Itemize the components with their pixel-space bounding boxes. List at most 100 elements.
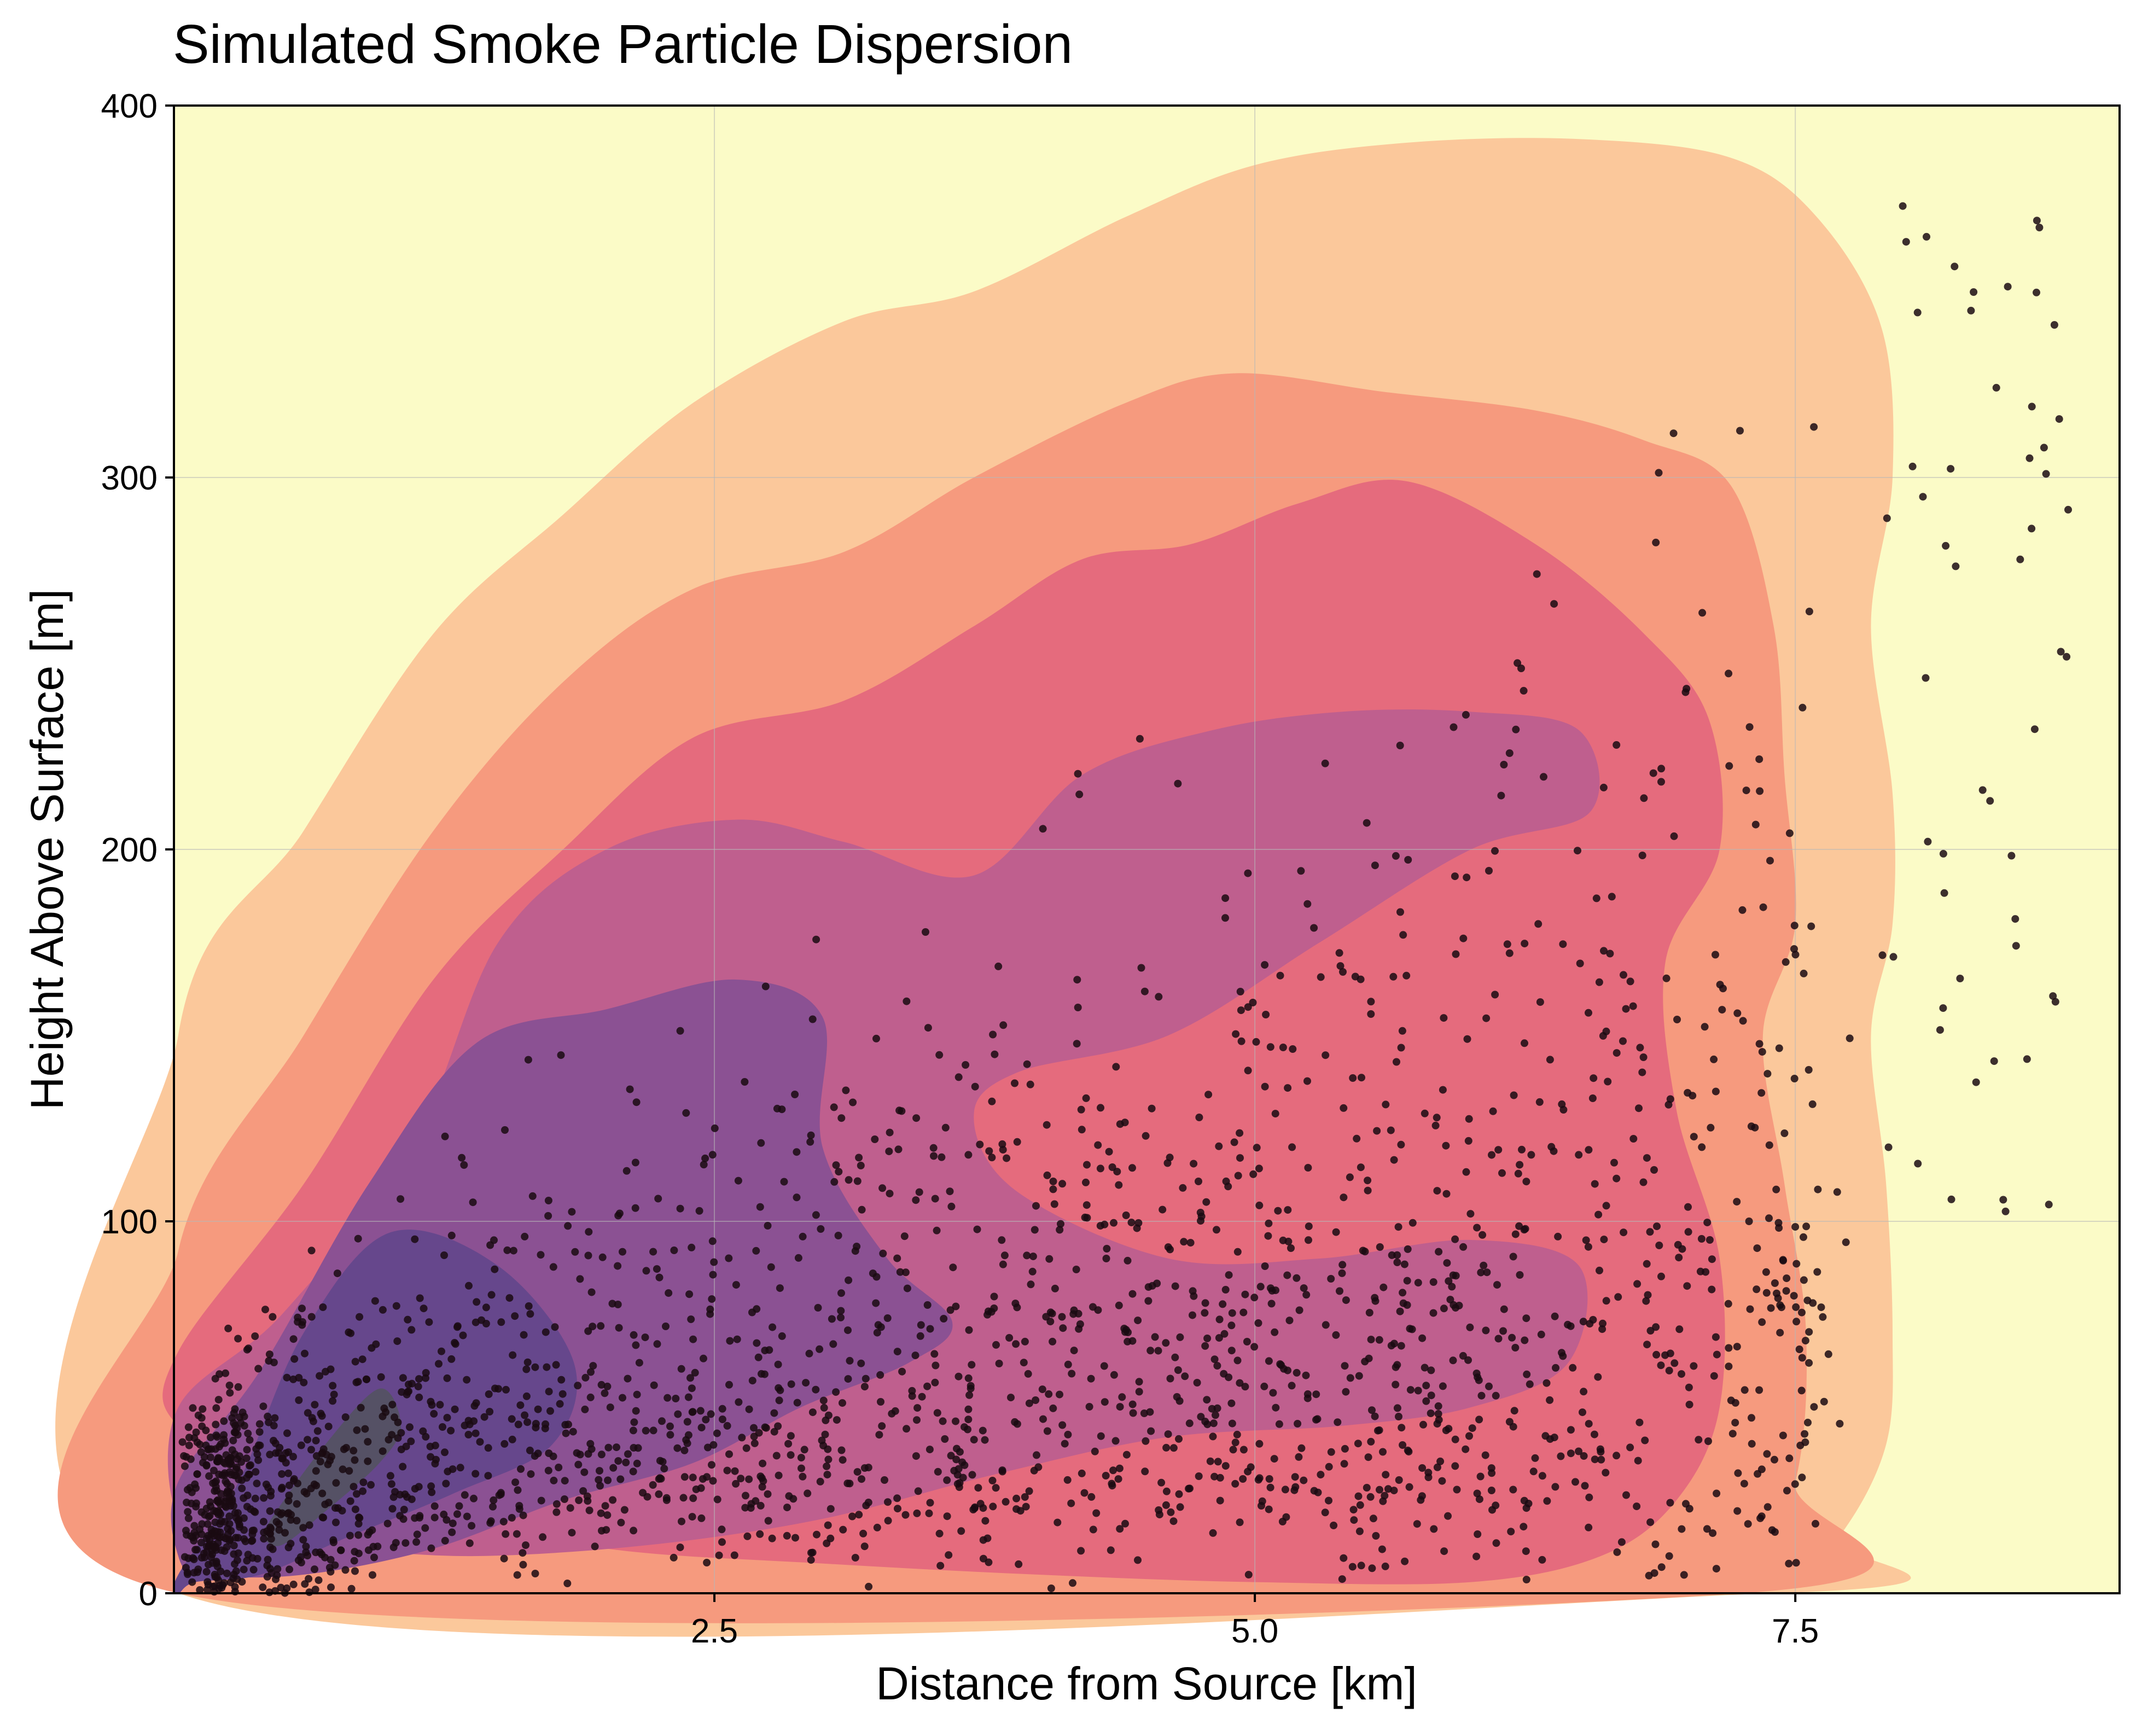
particle-point bbox=[864, 1499, 872, 1506]
particle-point bbox=[1785, 829, 1794, 837]
particle-point bbox=[1155, 1506, 1163, 1514]
particle-point bbox=[1585, 1523, 1593, 1531]
particle-point bbox=[938, 1153, 946, 1161]
particle-point bbox=[266, 1492, 275, 1500]
particle-point bbox=[1399, 1441, 1407, 1449]
particle-point bbox=[431, 1441, 439, 1449]
particle-point bbox=[723, 1422, 731, 1430]
particle-point bbox=[1546, 1056, 1554, 1064]
particle-point bbox=[935, 1051, 944, 1059]
particle-point bbox=[1575, 1151, 1583, 1159]
particle-point bbox=[1115, 1181, 1123, 1189]
particle-point bbox=[585, 1506, 593, 1514]
particle-point bbox=[1140, 1409, 1148, 1417]
particle-point bbox=[318, 1551, 326, 1558]
particle-point bbox=[630, 1527, 638, 1535]
particle-point bbox=[1351, 972, 1359, 981]
x-tick-label: 2.5 bbox=[691, 1612, 738, 1650]
particle-point bbox=[1725, 1362, 1733, 1371]
particle-point bbox=[1341, 1444, 1349, 1453]
particle-point bbox=[465, 1281, 473, 1290]
particle-point bbox=[660, 1465, 668, 1473]
particle-point bbox=[872, 1299, 880, 1307]
particle-point bbox=[316, 1458, 324, 1466]
particle-point bbox=[1171, 1353, 1179, 1361]
particle-point bbox=[819, 1396, 828, 1405]
particle-point bbox=[873, 1523, 881, 1531]
particle-point bbox=[1175, 1490, 1183, 1498]
particle-point bbox=[1521, 940, 1529, 948]
particle-point bbox=[1354, 1492, 1363, 1500]
particle-point bbox=[511, 1478, 520, 1487]
particle-point bbox=[1297, 1444, 1306, 1452]
particle-point bbox=[1141, 1467, 1149, 1476]
particle-point bbox=[1077, 1547, 1085, 1555]
particle-point bbox=[1421, 1364, 1429, 1372]
particle-point bbox=[1758, 1048, 1766, 1056]
particle-point bbox=[1606, 949, 1614, 958]
particle-point bbox=[1444, 1512, 1452, 1520]
particle-point bbox=[1155, 993, 1163, 1001]
particle-point bbox=[1727, 1396, 1735, 1405]
particle-point bbox=[1812, 1519, 1819, 1528]
particle-point bbox=[946, 1306, 954, 1314]
particle-point bbox=[1431, 1121, 1440, 1129]
particle-point bbox=[1227, 1347, 1236, 1355]
particle-point bbox=[379, 1447, 387, 1455]
particle-point bbox=[211, 1445, 219, 1453]
particle-point bbox=[1135, 1388, 1143, 1396]
particle-point bbox=[1704, 1437, 1712, 1445]
particle-point bbox=[202, 1426, 210, 1435]
particle-point bbox=[1424, 1473, 1433, 1481]
particle-point bbox=[830, 1178, 839, 1186]
particle-point bbox=[1505, 749, 1514, 757]
particle-point bbox=[787, 1432, 795, 1440]
particle-point bbox=[1733, 1507, 1742, 1515]
particle-point bbox=[903, 997, 911, 1005]
particle-point bbox=[846, 1479, 854, 1488]
particle-point bbox=[1498, 1169, 1506, 1177]
particle-point bbox=[772, 1452, 781, 1460]
particle-point bbox=[332, 1518, 340, 1527]
particle-point bbox=[1939, 849, 1947, 858]
particle-point bbox=[700, 1161, 708, 1169]
particle-point bbox=[1602, 1202, 1610, 1210]
particle-point bbox=[946, 1187, 954, 1196]
particle-point bbox=[1110, 1219, 1117, 1227]
particle-point bbox=[857, 1162, 865, 1169]
particle-point bbox=[534, 1405, 542, 1413]
particle-point bbox=[221, 1518, 229, 1526]
particle-point bbox=[1754, 1470, 1762, 1478]
particle-point bbox=[1590, 1074, 1598, 1082]
particle-point bbox=[1483, 1268, 1491, 1277]
particle-point bbox=[1884, 1143, 1893, 1151]
particle-point bbox=[808, 1548, 817, 1557]
particle-point bbox=[824, 1521, 832, 1529]
particle-point bbox=[1619, 1037, 1627, 1045]
particle-point bbox=[1166, 1374, 1174, 1383]
particle-point bbox=[181, 1462, 189, 1470]
particle-point bbox=[597, 1509, 605, 1517]
particle-point bbox=[1482, 1014, 1491, 1022]
particle-point bbox=[318, 1513, 327, 1522]
particle-point bbox=[1371, 1294, 1379, 1302]
particle-point bbox=[1670, 832, 1678, 840]
particle-point bbox=[545, 1388, 553, 1396]
particle-point bbox=[1214, 1458, 1222, 1466]
particle-point bbox=[800, 1446, 808, 1454]
particle-point bbox=[655, 1273, 663, 1281]
particle-point bbox=[743, 1532, 752, 1540]
particle-point bbox=[1756, 787, 1764, 795]
particle-point bbox=[1571, 1478, 1579, 1486]
particle-point bbox=[331, 1504, 339, 1512]
particle-point bbox=[1390, 1156, 1398, 1164]
particle-point bbox=[178, 1438, 187, 1446]
particle-point bbox=[278, 1483, 286, 1492]
particle-point bbox=[1655, 1242, 1663, 1249]
particle-point bbox=[680, 1473, 689, 1481]
particle-point bbox=[1225, 1271, 1233, 1279]
particle-point bbox=[1507, 1528, 1515, 1536]
particle-point bbox=[461, 1422, 469, 1430]
particle-point bbox=[665, 1289, 673, 1297]
particle-point bbox=[1039, 825, 1047, 833]
